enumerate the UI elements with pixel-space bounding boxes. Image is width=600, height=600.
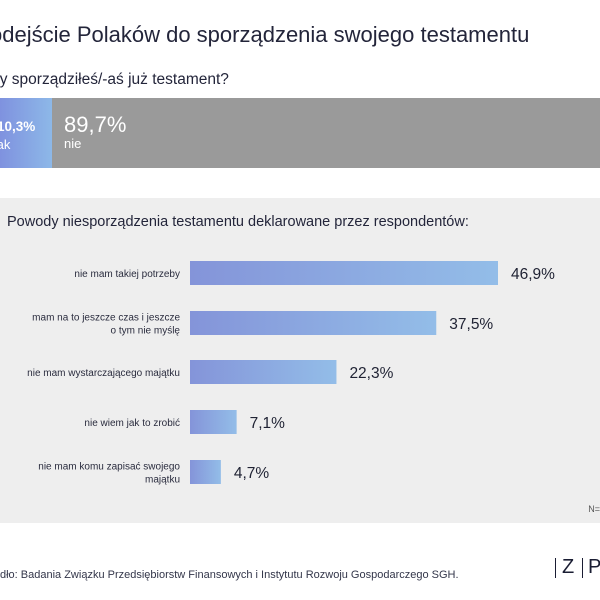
reasons-panel: Powody niesporządzenia testamentu deklar…	[0, 198, 600, 523]
chart-title: odejście Polaków do sporządzenia swojego…	[0, 22, 530, 47]
panel-title: Powody niesporządzenia testamentu deklar…	[7, 214, 469, 230]
bar-2	[190, 311, 437, 335]
category-label-4: nie wiem jak to zrobić	[84, 418, 180, 429]
bar-4	[190, 410, 237, 434]
bar-5	[190, 460, 221, 484]
question-text: zy sporządziłeś/-aś już testament?	[0, 71, 229, 88]
category-label-5-line-2: majątku	[145, 475, 180, 486]
bar-3	[190, 360, 337, 384]
logo-letter-1: Z	[562, 556, 576, 578]
split-yes-label: tak	[0, 137, 11, 152]
logo-divider-left	[555, 558, 556, 578]
logo-divider-middle	[582, 558, 583, 578]
reasons-bar-chart: 46,9% nie mam takiej potrzeby 37,5% mam na …	[27, 261, 555, 486]
bar-value-label-4: 7,1%	[250, 415, 286, 432]
bar-value-label-2: 37,5%	[449, 316, 493, 333]
bar-value-label-3: 22,3%	[349, 365, 393, 382]
split-segment-yes: 10,3% tak	[0, 98, 52, 168]
company-logo: Z P	[555, 556, 600, 580]
logo-letter-2: P	[588, 556, 600, 578]
split-no-value: 89,7%	[64, 112, 127, 137]
source-note: dło: Badania Związku Przedsiębiorstw Fin…	[0, 569, 459, 581]
bar-value-label-5: 4,7%	[234, 465, 270, 482]
category-label-2-line-1: mam na to jeszcze czas i jeszcze	[32, 313, 180, 324]
split-segment-no: 89,7% nie	[52, 98, 600, 168]
category-label-1: nie mam takiej potrzeby	[74, 269, 180, 280]
category-label-3: nie mam wystarczającego majątku	[27, 368, 180, 379]
bar-value-label-1: 46,9%	[511, 266, 555, 283]
category-label-5-line-1: nie mam komu zapisać swojego	[38, 462, 180, 473]
bar-1	[190, 261, 498, 285]
split-no-label: nie	[64, 136, 82, 151]
category-label-2-line-2: o tym nie myślę	[111, 326, 181, 337]
split-yes-value: 10,3%	[0, 119, 36, 134]
sample-size-label: N=89	[588, 504, 600, 514]
split-bar: 10,3% tak 89,7% nie	[0, 98, 600, 168]
